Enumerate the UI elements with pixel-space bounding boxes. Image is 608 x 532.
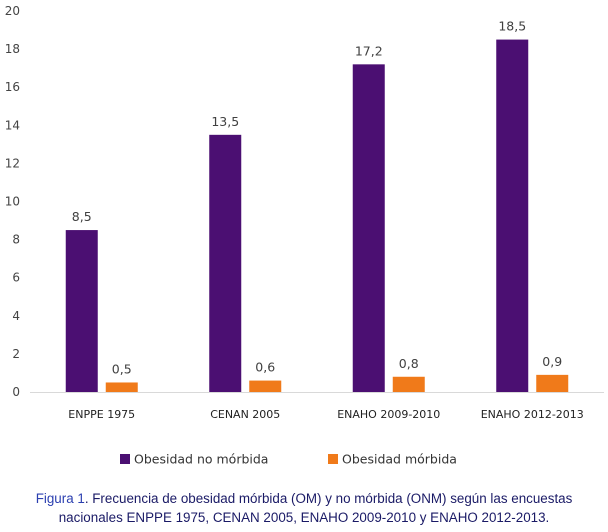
y-tick-label: 14 [5, 118, 20, 132]
caption-line-2: nacionales ENPPE 1975, CENAN 2005, ENAHO… [58, 510, 550, 525]
legend-swatch [120, 454, 130, 464]
y-tick-label: 18 [5, 42, 20, 56]
y-tick-label: 4 [12, 309, 20, 323]
x-tick-label: CENAN 2005 [210, 408, 280, 421]
data-label: 0,5 [112, 361, 132, 376]
data-label: 0,9 [542, 354, 562, 369]
figure-caption: Figura 1. Frecuencia de obesidad mórbida… [0, 489, 608, 527]
x-tick-label: ENPPE 1975 [68, 408, 135, 421]
data-label: 18,5 [498, 19, 526, 34]
data-label: 17,2 [355, 43, 383, 58]
caption-figure-label: Figura 1 [35, 491, 85, 506]
bar [249, 380, 282, 392]
y-tick-label: 6 [12, 271, 20, 285]
y-tick-label: 20 [5, 4, 20, 18]
y-tick-label: 8 [12, 233, 20, 247]
data-label: 0,6 [255, 360, 275, 375]
x-tick-label: ENAHO 2009-2010 [337, 408, 440, 421]
data-label: 8,5 [72, 209, 92, 224]
caption-line-1: Figura 1. Frecuencia de obesidad mórbida… [0, 489, 608, 508]
y-tick-label: 2 [12, 347, 20, 361]
x-tick-label: ENAHO 2012-2013 [481, 408, 584, 421]
bar [65, 230, 98, 392]
y-tick-label: 10 [5, 195, 20, 209]
bar [209, 134, 242, 392]
data-label: 0,8 [399, 356, 419, 371]
data-label: 13,5 [211, 114, 239, 129]
y-tick-label: 12 [5, 156, 20, 170]
legend-label: Obesidad no mórbida [134, 452, 268, 467]
legend-swatch [328, 454, 338, 464]
y-tick-label: 16 [5, 80, 20, 94]
legend-label: Obesidad mórbida [342, 452, 457, 467]
bar [105, 382, 138, 392]
y-tick-label: 0 [12, 385, 20, 399]
bar-chart: 0 2 4 6 8 10 12 14 16 18 20 8,5 0,5 ENPPE 1975 13,5 0,6… [5, 4, 604, 467]
bar [392, 376, 425, 392]
bar [352, 64, 385, 392]
caption-text-1: . Frecuencia de obesidad mórbida (OM) y … [84, 491, 573, 506]
bar [496, 39, 529, 392]
bar [536, 374, 569, 392]
